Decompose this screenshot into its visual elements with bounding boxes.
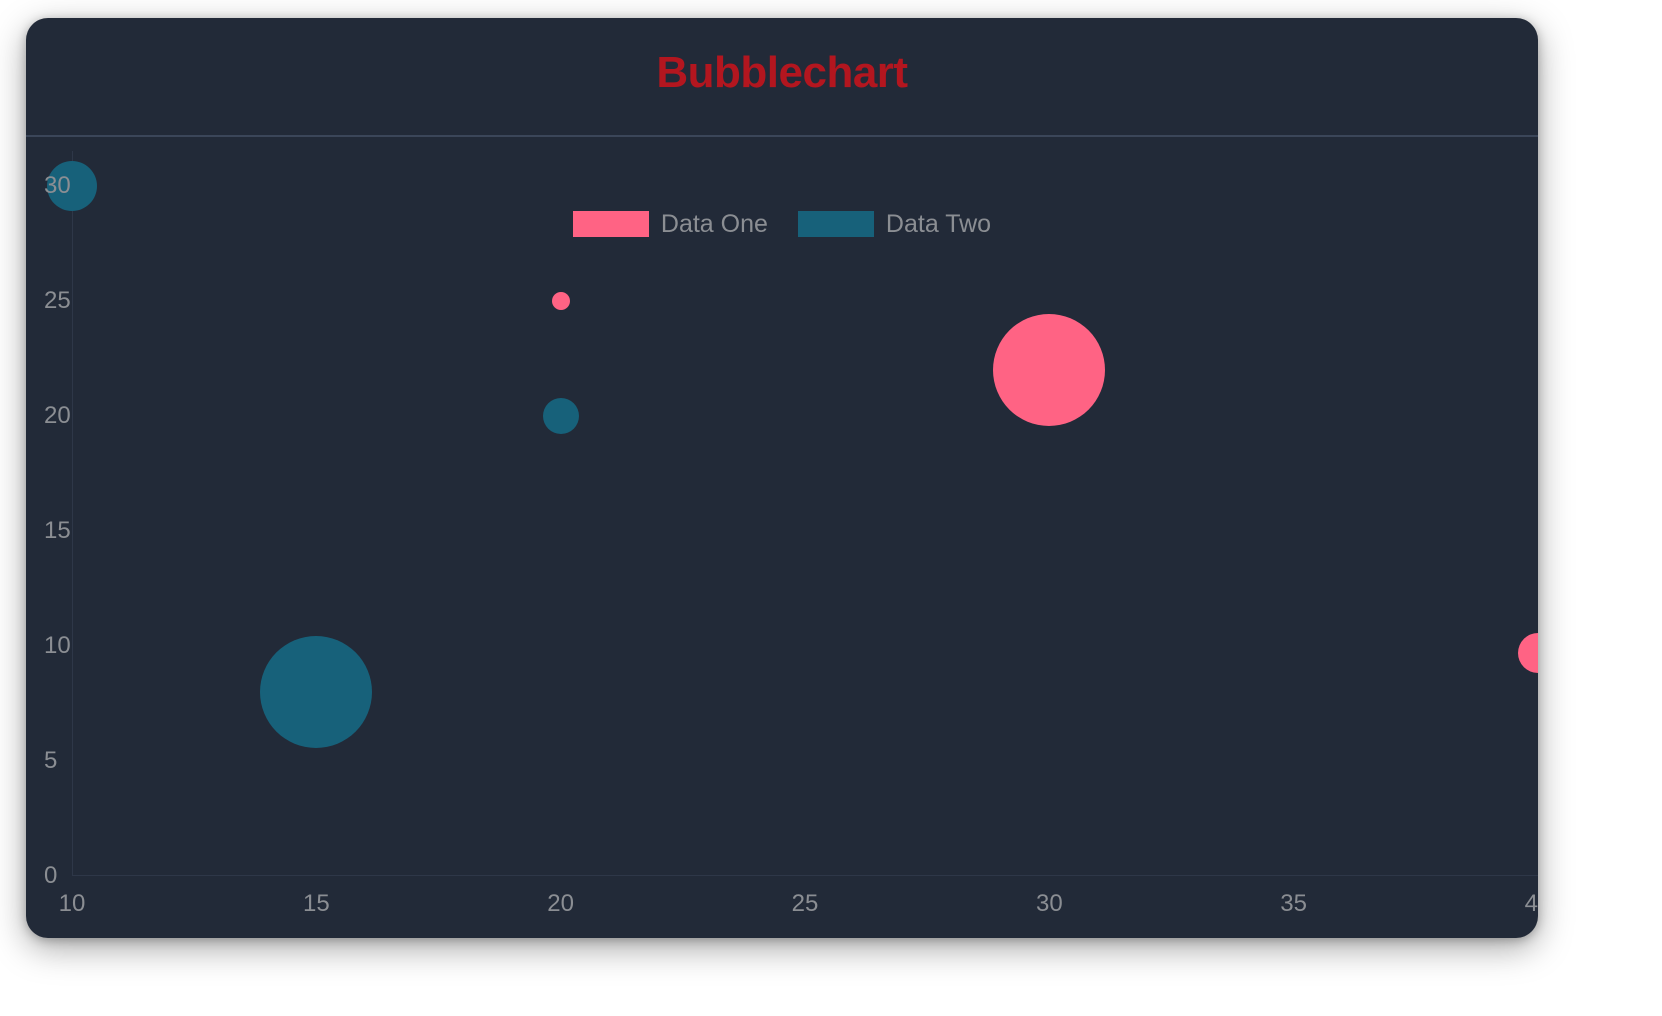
x-axis-tick-label: 15: [302, 890, 330, 917]
legend-label: Data Two: [885, 209, 992, 238]
x-axis-tick-label: 25: [791, 890, 819, 917]
bubble-point[interactable]: [542, 397, 579, 434]
card-header: Bubblechart: [26, 18, 1538, 137]
chart-legend: Data One Data Two: [26, 211, 1538, 237]
bubble-point[interactable]: [551, 291, 570, 310]
bubble-point[interactable]: [1518, 632, 1538, 673]
y-axis-tick-label: 0: [44, 862, 58, 889]
chart-body: Data One Data Two 0 5 10 15 20 25 30 10 15 20 25 30 3…: [26, 139, 1538, 938]
y-axis-tick-label: 20: [44, 401, 71, 429]
bubblechart-card: Bubblechart Data One Data Two 0 5 10 15 20 25 3…: [26, 18, 1538, 938]
y-axis-tick-label: 15: [44, 516, 71, 544]
y-axis-tick-label: 10: [44, 631, 71, 659]
bubble-point[interactable]: [47, 160, 97, 211]
plot-area: [47, 151, 1538, 876]
legend-item-data-one[interactable]: Data One: [572, 209, 768, 238]
x-axis-tick-label: 30: [1035, 890, 1063, 917]
x-axis-tick-label: 20: [547, 890, 575, 917]
bubble-point[interactable]: [260, 635, 373, 748]
legend-label: Data One: [660, 209, 768, 238]
legend-item-data-two[interactable]: Data Two: [797, 209, 992, 238]
y-axis-tick-label: 5: [44, 746, 58, 774]
y-axis-line: [72, 151, 73, 876]
x-axis-line: [72, 875, 1538, 876]
legend-swatch-icon: [797, 211, 874, 237]
x-axis-tick-label: 10: [58, 890, 86, 917]
bubble-point[interactable]: [993, 313, 1106, 426]
y-axis-tick-label: 30: [44, 171, 71, 199]
x-axis-tick-label: 40: [1524, 890, 1538, 917]
y-axis-tick-label: 25: [44, 286, 71, 314]
x-axis-tick-label: 35: [1280, 890, 1308, 917]
legend-swatch-icon: [572, 211, 649, 237]
page-title: Bubblechart: [656, 48, 908, 97]
